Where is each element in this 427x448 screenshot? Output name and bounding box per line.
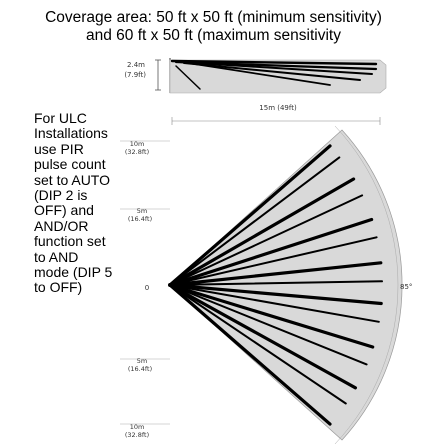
note-line: to OFF) [34, 279, 83, 296]
fan-beam-line [169, 156, 341, 286]
fan-beam-line [168, 283, 332, 426]
top-view: 15m (49ft) 10m (32.8ft) 5m (16.4ft) 0 5m… [120, 104, 412, 445]
fan-beam-line [168, 283, 375, 349]
fan-beam-line [169, 194, 364, 286]
note-line: Installations [34, 125, 108, 142]
side-beam-line [187, 62, 331, 86]
fan-beam-line [168, 177, 356, 287]
sensor-origin-dot [168, 283, 172, 287]
fan-beam-line [168, 217, 374, 287]
note-line: OFF) and [34, 202, 94, 219]
ulc-installation-note: For ULC Installations use PIR pulse coun… [34, 110, 126, 296]
side-beam-line [179, 61, 373, 75]
side-beams [170, 59, 378, 90]
scale-label-ft: (32.8ft) [125, 431, 149, 439]
diagram-title-line-2: and 60 ft x 50 ft (maximum sensitivity [86, 27, 341, 44]
note-line: to AND [34, 248, 79, 265]
note-line: mode (DIP 5 [34, 264, 113, 281]
scale-label-m: 10m [130, 423, 145, 431]
side-beam-line [183, 62, 361, 81]
note-line: pulse count [34, 156, 106, 173]
fan-beam-line [169, 284, 347, 405]
coverage-fan [169, 129, 403, 441]
scale-label-ft: (32.8ft) [125, 148, 149, 156]
angle-label: 85° [400, 283, 412, 291]
note-line: use PIR [34, 140, 84, 157]
fan-beam-line [169, 284, 380, 323]
fan-beam-line [168, 283, 357, 390]
scale-label-m: 5m [137, 207, 147, 215]
angle-arc-top [334, 125, 399, 286]
note-line: For ULC [34, 110, 87, 126]
origin-label: 0 [145, 284, 149, 292]
note-line: function set [34, 233, 106, 250]
note-line: (DIP 2 is [34, 187, 88, 204]
side-beam-line [170, 59, 378, 66]
diagram-title-line-1: Coverage area: 50 ft x 50 ft (minimum se… [45, 9, 382, 26]
side-beam-line [175, 65, 201, 90]
fan-beam-line [168, 283, 383, 306]
side-view: 2.4m (7.9ft) [124, 58, 387, 94]
scale-label-m: 5m [137, 357, 147, 365]
scale-label-m: 10m [130, 140, 145, 148]
fan-beam-line [169, 284, 368, 366]
angle-arc-bottom [334, 284, 399, 445]
fan-beam-line [168, 261, 383, 287]
note-line: AND/OR [34, 217, 89, 234]
fan-beam-line [169, 280, 383, 286]
scale-label-ft: (16.4ft) [128, 215, 152, 223]
fan-beams [168, 144, 383, 426]
side-height-ft: (7.9ft) [124, 71, 146, 79]
note-line: set to AUTO [34, 171, 110, 188]
fan-beam-line [168, 144, 332, 287]
fan-beam-line [169, 236, 378, 286]
scale-label-ft: (16.4ft) [128, 365, 152, 373]
side-height-m: 2.4m [127, 61, 145, 69]
range-label: 15m (49ft) [259, 104, 297, 112]
